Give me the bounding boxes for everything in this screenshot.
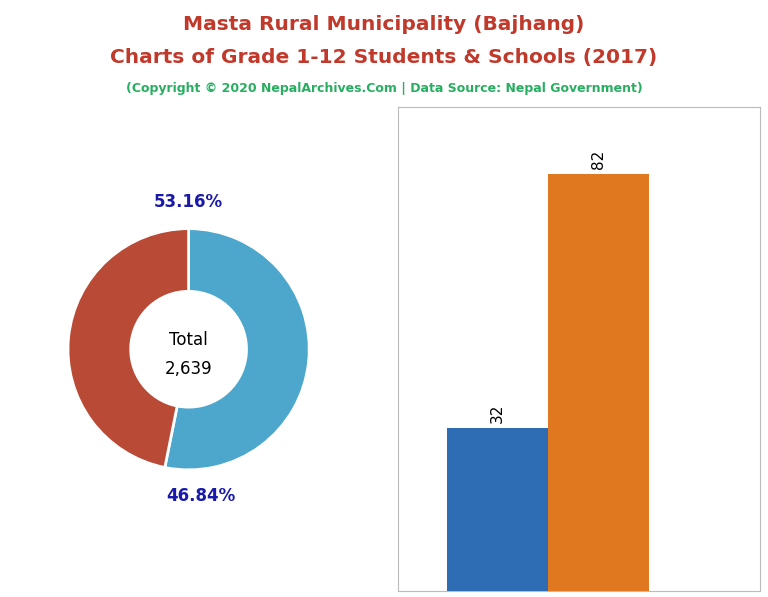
Bar bbox=[447, 428, 548, 591]
Text: 82: 82 bbox=[591, 149, 606, 168]
Text: 53.16%: 53.16% bbox=[154, 193, 223, 211]
Text: Masta Rural Municipality (Bajhang): Masta Rural Municipality (Bajhang) bbox=[184, 15, 584, 34]
Wedge shape bbox=[165, 229, 310, 470]
Text: Total: Total bbox=[169, 331, 208, 349]
Text: 32: 32 bbox=[490, 404, 505, 423]
Bar bbox=[548, 174, 650, 591]
Text: Charts of Grade 1-12 Students & Schools (2017): Charts of Grade 1-12 Students & Schools … bbox=[111, 48, 657, 67]
Text: 2,639: 2,639 bbox=[165, 359, 213, 377]
Text: 46.84%: 46.84% bbox=[166, 487, 235, 506]
Wedge shape bbox=[68, 229, 189, 467]
Text: (Copyright © 2020 NepalArchives.Com | Data Source: Nepal Government): (Copyright © 2020 NepalArchives.Com | Da… bbox=[126, 82, 642, 96]
